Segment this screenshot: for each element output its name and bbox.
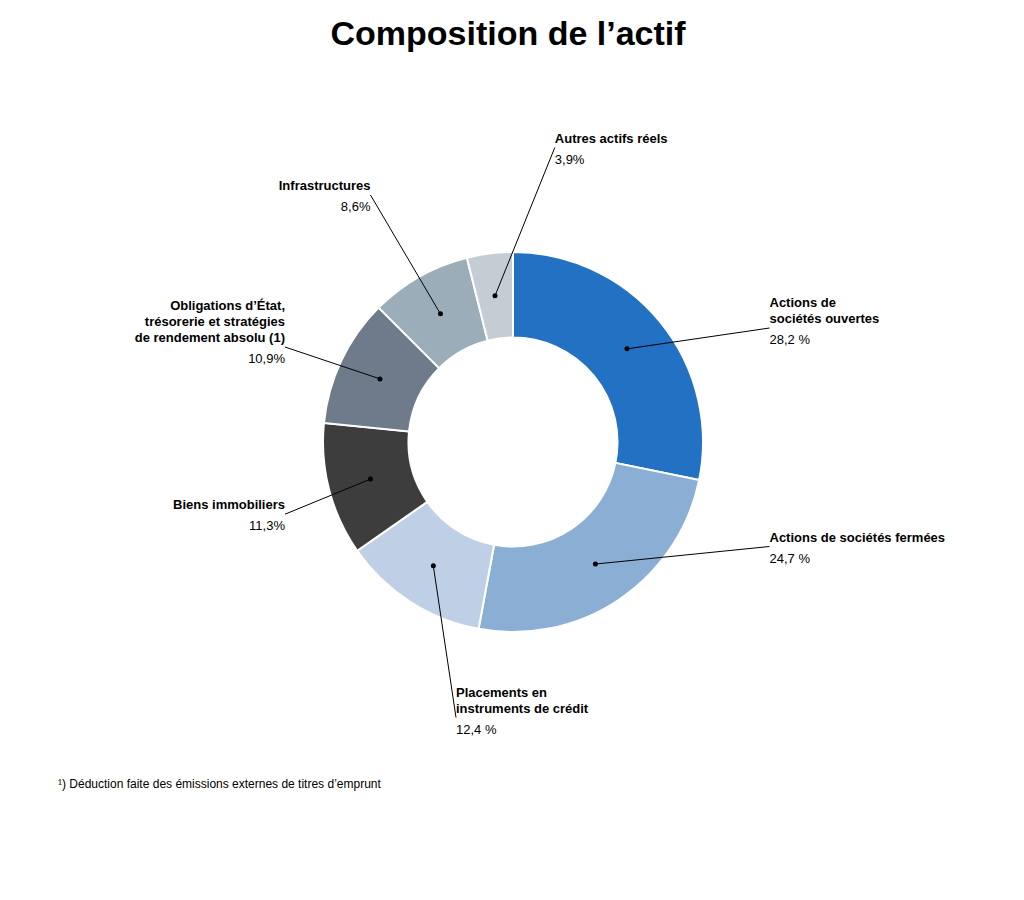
svg-text:24,7 %: 24,7 % (770, 551, 811, 566)
svg-text:Obligations d’État,trésorerie: Obligations d’État,trésorerie et stratég… (135, 298, 285, 345)
svg-text:28,2 %: 28,2 % (770, 332, 811, 347)
svg-text:Infrastructures: Infrastructures (279, 178, 371, 193)
svg-text:Biens immobiliers: Biens immobiliers (173, 497, 285, 512)
html-text:Composition de l’actif: Composition de l’actif (330, 14, 686, 52)
svg-text:Autres actifs réels: Autres actifs réels (555, 131, 668, 146)
svg-text:Placements eninstruments de cr: Placements eninstruments de crédit (456, 685, 589, 716)
html-text:¹) Déduction faite des émissio: ¹) Déduction faite des émissions externe… (58, 777, 381, 791)
svg-text:10,9%: 10,9% (248, 351, 285, 366)
svg-text:Actions de sociétés fermées: Actions de sociétés fermées (770, 530, 946, 545)
svg-text:11,3%: 11,3% (249, 518, 285, 533)
svg-text:8,6%: 8,6% (341, 199, 371, 214)
svg-text:12,4 %: 12,4 % (456, 722, 497, 737)
svg-text:Actions desociétés ouvertes: Actions desociétés ouvertes (770, 295, 880, 326)
svg-text:3,9%: 3,9% (555, 152, 585, 167)
